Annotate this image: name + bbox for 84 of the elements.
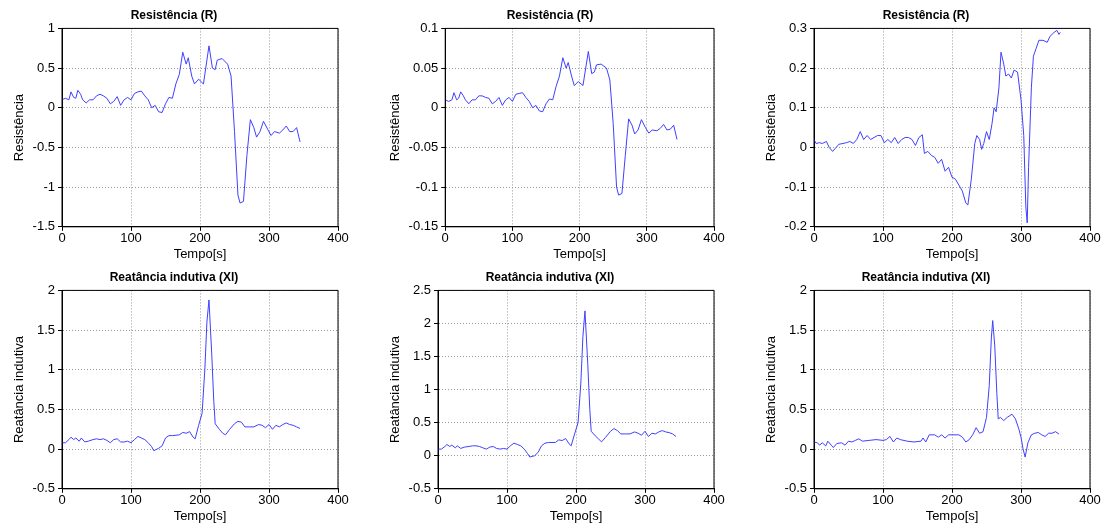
y-tick-label: -1	[43, 178, 55, 194]
chart-title: Reatância indutiva (Xl)	[861, 269, 991, 284]
y-tick-label: 0.05	[412, 59, 439, 75]
x-tick-label: 100	[872, 492, 894, 508]
y-tick-label: 1.5	[412, 348, 431, 364]
x-tick-label: 0	[441, 230, 449, 246]
x-tick-label: 400	[327, 492, 349, 508]
x-tick-label: 100	[501, 230, 524, 246]
y-tick-label: 2	[799, 281, 807, 297]
x-tick-label: 300	[1010, 492, 1032, 508]
x-tick-label: 400	[703, 492, 725, 508]
x-tick-label: 200	[941, 492, 963, 508]
y-tick-label: 0.1	[420, 19, 439, 35]
y-axis-title: Resistência	[387, 93, 403, 162]
y-tick-label: 0.5	[788, 401, 807, 417]
x-tick-label: 100	[496, 492, 518, 508]
y-tick-label: 0.5	[36, 59, 55, 75]
y-tick-label: -0.15	[408, 218, 439, 234]
chart-title: Resistência (R)	[130, 7, 218, 22]
y-tick-label: 0	[47, 99, 55, 115]
chart-title: Resistência (R)	[882, 7, 970, 22]
x-tick-label: 200	[941, 230, 963, 246]
y-tick-label: 1	[47, 19, 55, 35]
x-tick-label: 300	[258, 230, 280, 246]
x-tick-label: 0	[58, 492, 66, 508]
x-tick-label: 0	[810, 492, 818, 508]
y-tick-label: 2	[423, 315, 431, 331]
y-tick-label: -0.5	[784, 480, 807, 496]
y-tick-label: 1	[47, 361, 55, 377]
y-tick-label: -0.5	[32, 139, 55, 155]
y-tick-label: 1	[423, 381, 431, 397]
x-tick-label: 400	[1079, 230, 1101, 246]
chart-title: Resistência (R)	[506, 7, 594, 22]
y-tick-label: -0.5	[408, 480, 431, 496]
x-tick-label: 400	[1079, 492, 1101, 508]
x-axis-title: Tempo[s]	[925, 245, 979, 261]
y-tick-label: 0	[47, 440, 55, 456]
y-tick-label: 2	[47, 281, 55, 297]
x-tick-label: 300	[1010, 230, 1032, 246]
y-axis-title: Resistência	[11, 93, 27, 162]
y-tick-label: -1.5	[32, 218, 55, 234]
x-tick-label: 0	[810, 230, 818, 246]
y-tick-label: 1.5	[36, 321, 55, 337]
x-tick-label: 200	[568, 230, 591, 246]
y-tick-label: 1	[799, 361, 807, 377]
y-tick-label: 0	[431, 99, 439, 115]
x-axis-title: Tempo[s]	[553, 245, 606, 261]
y-tick-label: 0.3	[788, 19, 807, 35]
y-tick-label: 0.5	[36, 401, 55, 417]
x-tick-label: 100	[120, 230, 142, 246]
y-tick-label: 0.5	[412, 414, 431, 430]
y-tick-label: -0.5	[32, 480, 55, 496]
x-axis-title: Tempo[s]	[173, 245, 227, 261]
y-tick-label: -0.05	[408, 139, 439, 155]
y-tick-label: 0	[799, 139, 807, 155]
x-tick-label: 200	[189, 492, 211, 508]
x-tick-label: 400	[327, 230, 349, 246]
x-tick-label: 100	[120, 492, 142, 508]
x-tick-label: 0	[58, 230, 66, 246]
y-axis-title: Reatância indutiva	[763, 335, 779, 444]
y-tick-label: 0.2	[788, 59, 807, 75]
x-tick-label: 400	[703, 230, 725, 246]
y-tick-label: 2.5	[412, 281, 431, 297]
x-tick-label: 300	[634, 492, 656, 508]
y-axis-title: Reatância indutiva	[387, 335, 403, 444]
chart-title: Reatância indutiva (Xl)	[485, 269, 615, 284]
y-tick-label: 0	[799, 440, 807, 456]
y-tick-label: -0.2	[784, 218, 807, 234]
y-tick-label: 0.1	[788, 99, 807, 115]
y-tick-label: -0.1	[784, 178, 807, 194]
y-tick-label: 0	[423, 447, 431, 463]
y-axis-title: Reatância indutiva	[11, 335, 27, 444]
x-tick-label: 300	[635, 230, 658, 246]
y-axis-title: Resistência	[763, 93, 779, 162]
y-tick-label: 1.5	[788, 321, 807, 337]
x-tick-label: 100	[872, 230, 894, 246]
x-axis-title: Tempo[s]	[549, 507, 603, 523]
y-tick-label: -0.1	[415, 178, 439, 194]
chart-title: Reatância indutiva (Xl)	[109, 269, 239, 284]
x-axis-title: Tempo[s]	[925, 507, 979, 523]
x-tick-label: 300	[258, 492, 280, 508]
x-tick-label: 200	[189, 230, 211, 246]
x-axis-title: Tempo[s]	[173, 507, 227, 523]
x-tick-label: 200	[565, 492, 587, 508]
